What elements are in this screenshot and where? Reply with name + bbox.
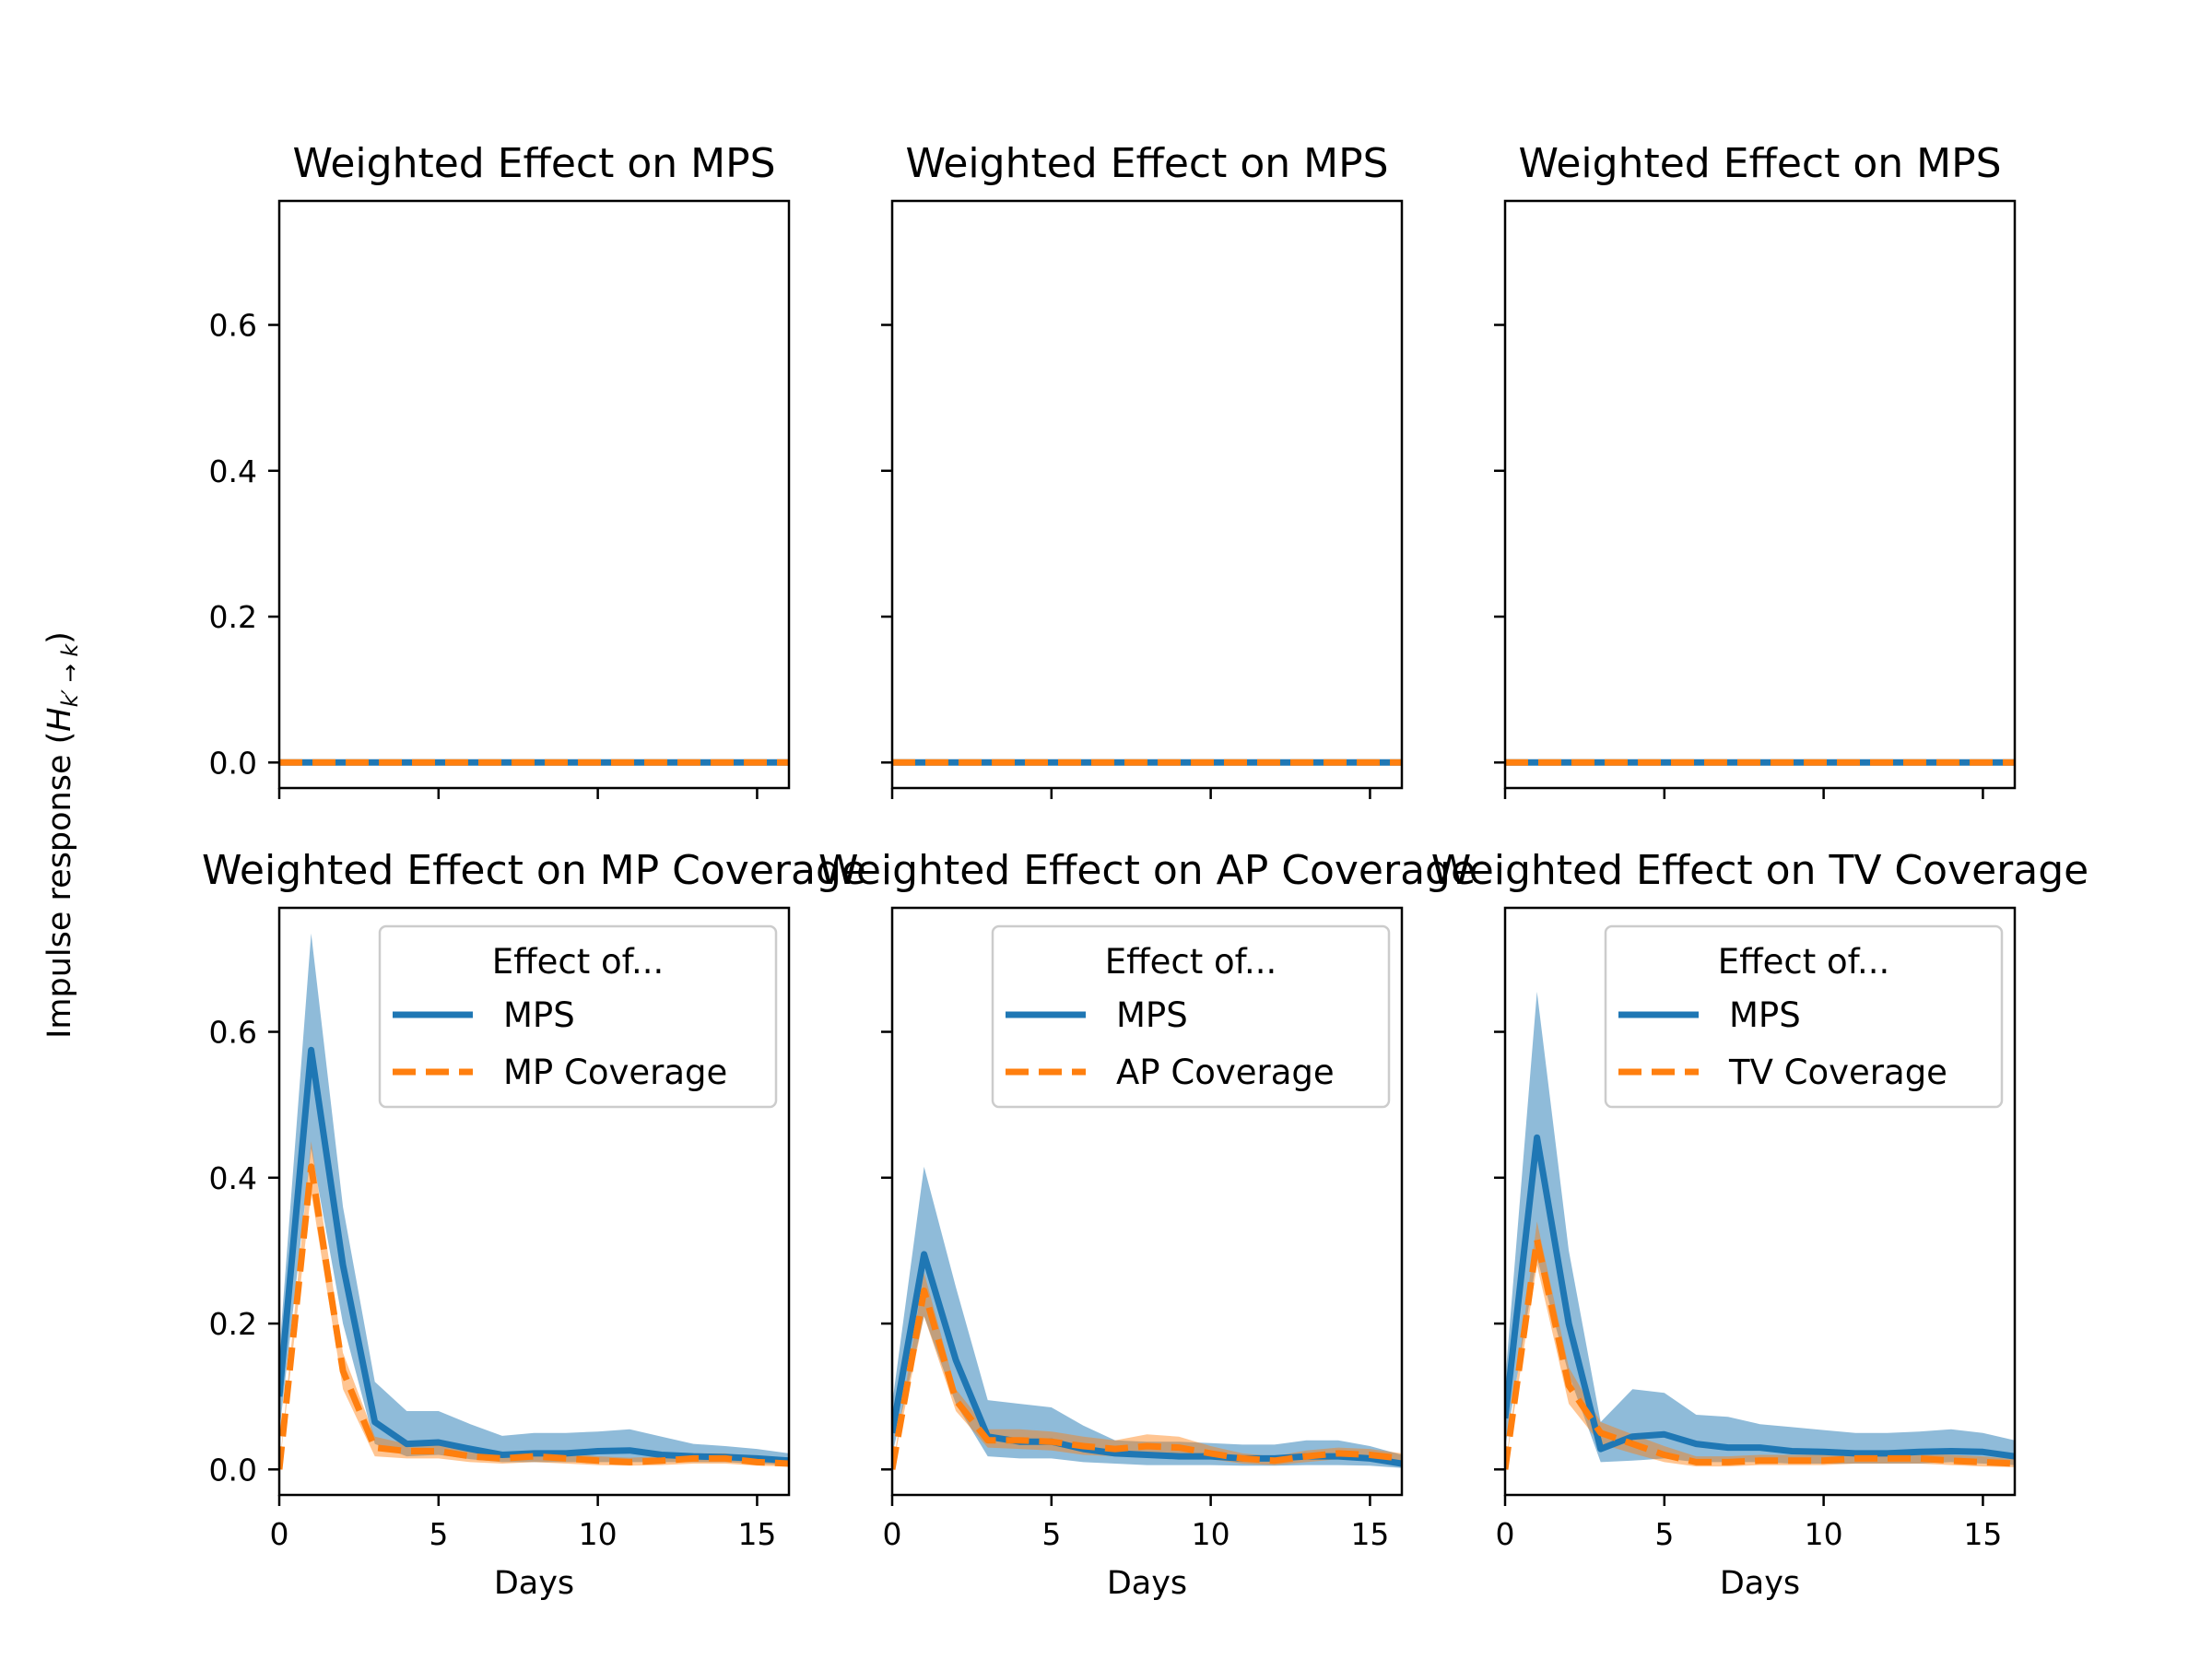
panel-title: Weighted Effect on MP Coverage bbox=[202, 847, 866, 894]
legend-label: TV Coverage bbox=[1728, 1053, 1947, 1092]
figure-ylabel-subscript: k′ → k bbox=[57, 643, 83, 708]
x-tick-label: 10 bbox=[1192, 1516, 1230, 1552]
x-tick-label: 10 bbox=[579, 1516, 618, 1552]
legend-label: MPS bbox=[1729, 995, 1801, 1035]
x-tick-label: 0 bbox=[1496, 1516, 1515, 1552]
plot-area bbox=[279, 933, 789, 1470]
x-tick-label: 5 bbox=[1654, 1516, 1674, 1552]
figure-ylabel-close: ) bbox=[41, 631, 78, 644]
figure-ylabel-symbol: H bbox=[41, 707, 78, 731]
panel-6: Weighted Effect on TV Coverage 0 5 10 15 Days… bbox=[1431, 847, 2088, 1602]
legend-label: MPS bbox=[503, 995, 575, 1035]
x-tick-label: 5 bbox=[429, 1516, 448, 1552]
legend: Effect of... MPS AP Coverage bbox=[991, 924, 1391, 1109]
x-axis-label: Days bbox=[494, 1565, 574, 1602]
y-tick-label: 0.2 bbox=[209, 1306, 257, 1342]
legend-title: Effect of... bbox=[492, 942, 665, 982]
legend-box bbox=[378, 924, 778, 1109]
legend: Effect of... MPS TV Coverage bbox=[1604, 924, 2004, 1109]
x-axis-label: Days bbox=[1720, 1565, 1800, 1602]
y-tick-label: 0.4 bbox=[209, 453, 257, 489]
x-axis-label: Days bbox=[1107, 1565, 1187, 1602]
x-tick-label: 5 bbox=[1041, 1516, 1061, 1552]
line-mps bbox=[279, 1046, 789, 1465]
panel-2: Weighted Effect on MPS bbox=[881, 140, 1404, 799]
legend-label: AP Coverage bbox=[1116, 1053, 1335, 1092]
panel-5: Weighted Effect on AP Coverage 0 5 10 15 Days… bbox=[818, 847, 1476, 1602]
y-tick-label: 0.2 bbox=[209, 599, 257, 635]
axes-frame bbox=[277, 199, 791, 790]
legend-label: MPS bbox=[1116, 995, 1188, 1035]
legend-box bbox=[1604, 924, 2004, 1109]
x-tick-label: 15 bbox=[1963, 1516, 2002, 1552]
y-tick-label: 0.0 bbox=[209, 1452, 257, 1488]
y-tick-label: 0.6 bbox=[209, 308, 257, 344]
axes-frame bbox=[1503, 199, 2017, 790]
legend: Effect of... MPS MP Coverage bbox=[378, 924, 778, 1109]
legend-label: MP Coverage bbox=[503, 1053, 727, 1092]
panels: Weighted Effect on MPS0.00.20.40.6Weight… bbox=[202, 140, 2088, 1602]
line-ap-coverage bbox=[892, 1287, 1402, 1470]
line-tv-coverage bbox=[1505, 1236, 2015, 1470]
panel-title: Weighted Effect on MPS bbox=[905, 140, 1388, 187]
panel-4: Weighted Effect on MP Coverage 0 5 10 15 0.0 0… bbox=[202, 847, 866, 1602]
panel-title: Weighted Effect on AP Coverage bbox=[818, 847, 1476, 894]
x-tick-label: 10 bbox=[1805, 1516, 1843, 1552]
band-ap-coverage bbox=[892, 1272, 1402, 1470]
y-tick-label: 0.6 bbox=[209, 1015, 257, 1051]
line-mps bbox=[1505, 1134, 2015, 1460]
x-tick-label: 15 bbox=[1350, 1516, 1389, 1552]
panel-title: Weighted Effect on MPS bbox=[1518, 140, 2001, 187]
panel-1: Weighted Effect on MPS 0.0 0.2 0.4 0.6 bbox=[209, 140, 791, 799]
figure-ylabel-prefix: Impulse response ( bbox=[41, 732, 78, 1039]
x-tick-label: 0 bbox=[883, 1516, 902, 1552]
panel-3: Weighted Effect on MPS bbox=[1494, 140, 2017, 799]
y-tick-label: 0.0 bbox=[209, 745, 257, 781]
axes-frame bbox=[1503, 906, 2017, 1497]
x-tick-label: 15 bbox=[737, 1516, 776, 1552]
figure-ylabel: Impulse response (Hk′ → k) bbox=[41, 631, 83, 1039]
axes-frame bbox=[277, 906, 791, 1497]
y-tick-label: 0.4 bbox=[209, 1160, 257, 1196]
line-mp-coverage bbox=[279, 1163, 789, 1470]
axes-frame bbox=[890, 906, 1404, 1497]
legend-title: Effect of... bbox=[1718, 942, 1890, 982]
plot-area bbox=[1505, 992, 2015, 1470]
panel-title: Weighted Effect on TV Coverage bbox=[1431, 847, 2088, 894]
x-tick-label: 0 bbox=[270, 1516, 289, 1552]
legend-title: Effect of... bbox=[1105, 942, 1277, 982]
legend-box bbox=[991, 924, 1391, 1109]
plot-area bbox=[892, 1166, 1402, 1470]
panel-title: Weighted Effect on MPS bbox=[292, 140, 775, 187]
axes-frame bbox=[890, 199, 1404, 790]
